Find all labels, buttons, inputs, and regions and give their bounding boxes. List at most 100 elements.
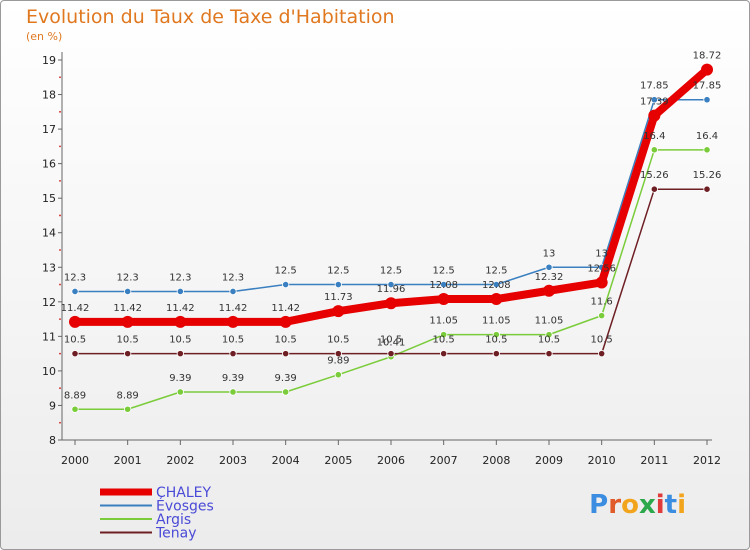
- data-label: 16.4: [643, 131, 665, 142]
- data-label: 10.5: [64, 335, 86, 346]
- y-minor-tick: [59, 387, 61, 390]
- data-point: [334, 350, 342, 358]
- y-tick-label: 11: [42, 330, 56, 343]
- data-point: [176, 350, 184, 358]
- data-point: [598, 312, 606, 320]
- y-minor-tick: [59, 214, 61, 217]
- data-label: 15.26: [693, 170, 722, 181]
- data-label: 12.5: [380, 266, 402, 277]
- data-label: 12.3: [117, 272, 139, 283]
- y-tick-label: 15: [42, 192, 56, 205]
- y-tick-label: 17: [42, 123, 56, 136]
- data-point: [440, 280, 448, 289]
- data-label: 10.5: [169, 335, 191, 346]
- data-point: [334, 371, 342, 379]
- data-label: 11.42: [113, 303, 142, 314]
- data-label: 10.5: [538, 335, 560, 346]
- data-label: 8.89: [64, 390, 86, 401]
- x-tick-label: 2002: [166, 454, 194, 467]
- data-point: [71, 405, 79, 413]
- data-point: [437, 293, 450, 306]
- data-point: [124, 287, 132, 296]
- data-label: 15.26: [640, 170, 669, 181]
- x-tick-label: 2001: [114, 454, 142, 467]
- x-tick-label: 2009: [535, 454, 563, 467]
- data-point: [545, 263, 553, 271]
- data-point: [121, 315, 134, 328]
- data-label: 12.3: [169, 272, 191, 283]
- y-tick-label: 16: [42, 158, 56, 171]
- data-label: 10.5: [433, 335, 455, 346]
- data-label: 11.05: [429, 316, 458, 327]
- y-minor-tick: [59, 145, 61, 148]
- data-point: [124, 350, 132, 358]
- x-tick-label: 2011: [640, 454, 668, 467]
- data-point: [490, 293, 503, 306]
- y-tick-label: 13: [42, 261, 56, 274]
- data-point: [282, 388, 290, 396]
- data-label: 10.5: [591, 335, 613, 346]
- data-point: [282, 350, 290, 358]
- data-point: [332, 305, 345, 318]
- data-label: 13: [595, 248, 608, 259]
- data-point: [387, 350, 395, 358]
- data-label: 12.08: [429, 280, 458, 291]
- logo-letter: r: [608, 490, 622, 520]
- data-point: [440, 331, 448, 339]
- data-label: 12.5: [433, 266, 455, 277]
- data-point: [492, 331, 500, 339]
- logo-letter: i: [677, 490, 686, 520]
- logo-letter: o: [621, 490, 639, 520]
- data-point: [334, 280, 342, 289]
- data-point: [174, 315, 187, 328]
- x-tick-label: 2012: [693, 454, 721, 467]
- y-tick-label: 19: [42, 54, 56, 67]
- data-point: [492, 280, 500, 289]
- data-point: [648, 109, 661, 122]
- y-tick-label: 14: [42, 227, 56, 240]
- data-point: [703, 185, 711, 193]
- data-label: 11.6: [591, 297, 613, 308]
- data-point: [543, 284, 555, 297]
- data-label: 11.96: [377, 284, 406, 295]
- x-tick-label: 2010: [588, 454, 616, 467]
- data-point: [701, 63, 713, 76]
- legend-label: CHALEY: [156, 485, 212, 501]
- data-point: [440, 350, 448, 358]
- data-label: 12.5: [327, 266, 349, 277]
- x-tick-label: 2007: [430, 454, 458, 467]
- data-label: 12.3: [222, 272, 244, 283]
- logo-letter: x: [638, 490, 656, 520]
- y-minor-tick: [59, 249, 61, 251]
- x-tick-label: 2003: [219, 454, 247, 467]
- data-point: [229, 287, 237, 296]
- data-label: 10.5: [275, 335, 297, 346]
- data-label: 11.05: [535, 316, 564, 327]
- data-label: 10.5: [222, 335, 244, 346]
- x-tick-label: 2008: [482, 454, 510, 467]
- data-point: [176, 287, 184, 296]
- logo-letter: P: [589, 490, 609, 520]
- y-tick-label: 18: [42, 89, 56, 102]
- y-minor-tick: [59, 76, 61, 79]
- y-minor-tick: [59, 318, 61, 320]
- data-point: [124, 405, 132, 413]
- data-label: 11.42: [166, 303, 195, 314]
- data-label: 10.5: [117, 335, 139, 346]
- data-label: 11.05: [482, 316, 511, 327]
- data-point: [703, 96, 711, 104]
- y-tick-label: 9: [49, 399, 56, 412]
- data-point: [279, 315, 292, 328]
- data-label: 11.42: [271, 303, 300, 314]
- legend-label: Argis: [156, 512, 191, 528]
- data-point: [385, 297, 397, 310]
- y-tick-label: 12: [42, 296, 56, 309]
- data-point: [598, 350, 606, 358]
- data-label: 12.32: [535, 272, 564, 283]
- data-label: 10.5: [327, 335, 349, 346]
- data-label: 13: [543, 248, 556, 259]
- data-label: 10.5: [485, 335, 507, 346]
- proxiti-logo: Proxiti: [589, 490, 686, 520]
